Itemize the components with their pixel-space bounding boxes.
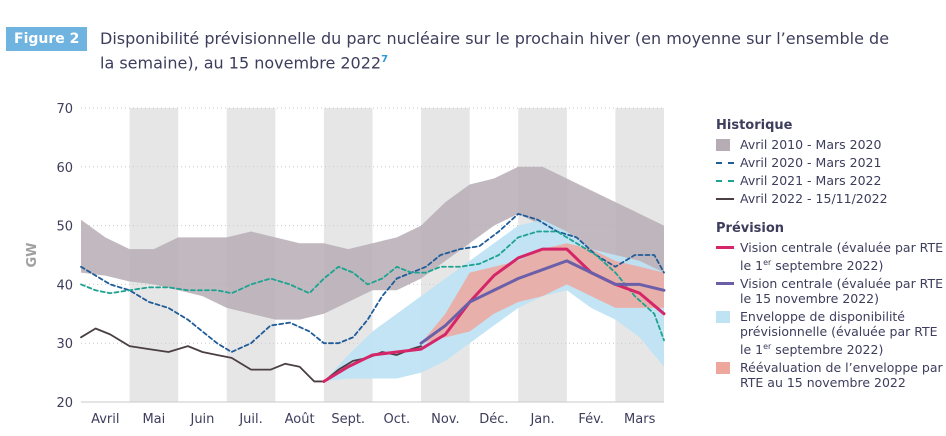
legend-label-band: Avril 2010 - Mars 2020 [740,137,882,152]
legend-swatch-central-nov [716,282,734,286]
legend-item-env-nov: Réévaluation de l’enveloppe par RTE au 1… [716,360,944,390]
y-tick-label: 30 [56,337,73,352]
x-tick-label: Mai [142,412,165,427]
legend-label-2020: Avril 2020 - Mars 2021 [740,155,882,170]
footnote-marker: 7 [381,54,389,65]
x-tick-label: Fév. [578,412,604,427]
legend-swatch-band [716,138,730,151]
x-tick-label: Avril [91,412,119,427]
envelope-nov-2022 [421,243,664,344]
lines [80,212,666,383]
legend-swatch-2020 [716,161,734,164]
legend-swatch-env-nov [716,361,730,374]
x-tick-label: Août [285,412,315,427]
y-tick-label: 50 [56,220,73,235]
y-axis-label: GW [25,242,40,267]
legend: Historique Avril 2010 - Mars 2020 Avril … [716,118,944,393]
legend-label-2022: Avril 2022 - 15/11/2022 [740,191,888,206]
x-tick-label: Juin [189,412,214,427]
legend-item-central-sep: Vision centrale (évaluée par RTE le 1er … [716,240,944,273]
series-central-nov [419,259,666,345]
gridlines [81,107,664,403]
x-tick-label: Mars [624,412,656,427]
legend-swatch-2021 [716,179,734,182]
legend-label-2021: Avril 2021 - Mars 2022 [740,173,882,188]
series-2020-2021 [80,212,665,353]
legend-item-central-nov: Vision centrale (évaluée par RTE le 15 n… [716,276,944,306]
legend-item-2021: Avril 2021 - Mars 2022 [716,173,944,188]
availability-chart: 20 30 40 50 60 70 Avril Mai Juin Juil. Août Sept. O… [25,102,666,427]
legend-swatch-central-sep [716,246,734,249]
legend-label-central-nov: Vision centrale (évaluée par RTE le 15 n… [740,276,943,307]
legend-item-2022: Avril 2022 - 15/11/2022 [716,191,944,206]
legend-item-2020: Avril 2020 - Mars 2021 [716,155,944,170]
x-tick-label: Sept. [331,412,365,427]
legend-item-band: Avril 2010 - Mars 2020 [716,137,944,152]
y-tick-label: 60 [56,161,73,176]
x-tick-label: Jan. [529,412,554,427]
y-tick-label: 70 [56,102,73,117]
series-2021-2022 [80,230,665,342]
figure-title: Disponibilité prévisionnelle du parc nuc… [100,28,900,73]
figure-title-text: Disponibilité prévisionnelle du parc nuc… [100,29,890,73]
legend-item-env-sep: Enveloppe de disponibilité prévisionnell… [716,309,944,357]
x-tick-labels: Avril Mai Juin Juil. Août Sept. Oct. Nov. Déc. Ja… [91,412,655,427]
y-tick-label: 40 [56,278,73,293]
figure-badge: Figure 2 [6,27,88,51]
y-tick-labels: 20 30 40 50 60 70 [56,102,73,411]
legend-label-env-nov: Réévaluation de l’enveloppe par RTE au 1… [740,360,943,391]
legend-prevision-title: Prévision [716,221,785,236]
y-tick-label: 20 [56,396,73,411]
legend-label-env-sep: Enveloppe de disponibilité prévisionnell… [740,309,938,358]
x-tick-label: Déc. [479,412,508,427]
x-tick-label: Nov. [431,412,460,427]
x-tick-label: Oct. [383,412,410,427]
historical-band [81,166,664,320]
legend-swatch-2022 [716,197,734,200]
x-tick-label: Juil. [238,412,262,427]
legend-label-central-sep: Vision centrale (évaluée par RTE le 1er … [740,240,943,274]
legend-swatch-env-sep [716,310,730,323]
legend-historique-title: Historique [716,118,793,133]
